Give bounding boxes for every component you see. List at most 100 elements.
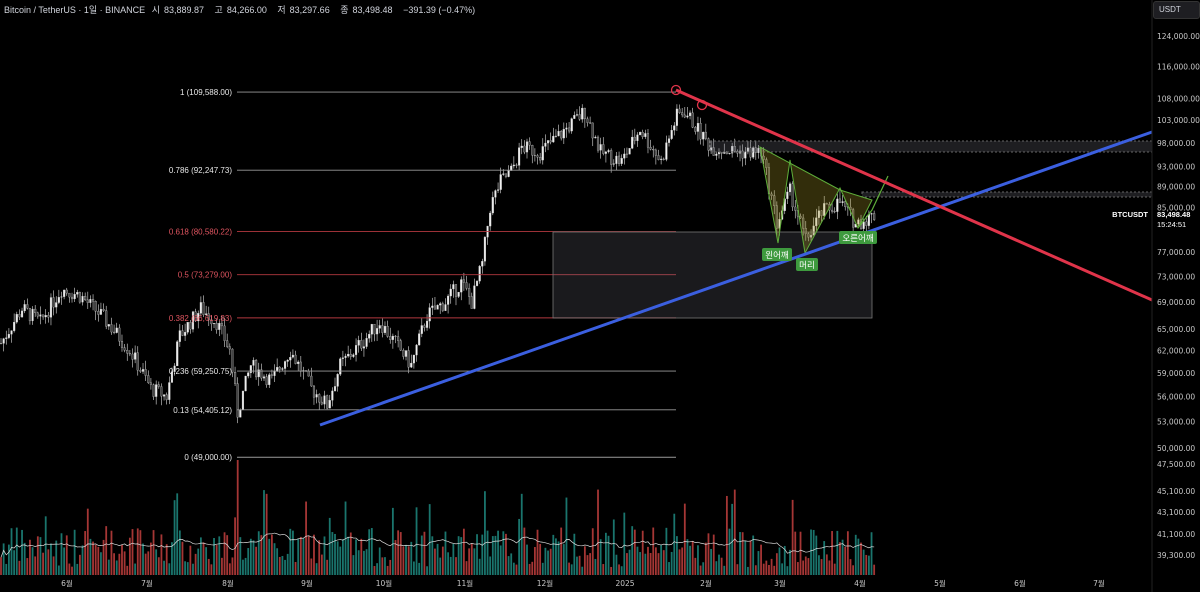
red-resistance-trendline[interactable]: [675, 88, 1153, 302]
fib-retracement[interactable]: 1 (109,588.00) 0.786 (92,247.73) 0.618 (80…: [169, 88, 676, 462]
candle-body: [633, 136, 636, 141]
candle-body: [462, 279, 465, 283]
candle-body: [339, 358, 342, 375]
volume-bar: [628, 549, 631, 575]
candle-body: [812, 225, 815, 236]
candle-body: [415, 344, 418, 356]
volume-bar: [557, 541, 560, 575]
volume-bar: [704, 542, 707, 575]
price-tick: 89,000.00: [1157, 182, 1195, 191]
candle-body: [202, 302, 205, 315]
candle-body: [84, 296, 87, 301]
candle-body: [702, 131, 705, 140]
blue-support-trendline[interactable]: [319, 130, 1153, 427]
volume-bar: [144, 553, 147, 575]
volume-bar: [718, 554, 720, 575]
volume-bar: [276, 548, 279, 575]
candle-body: [449, 288, 452, 297]
candle-body: [283, 361, 287, 369]
volume-bar: [199, 537, 202, 575]
volume-bar: [231, 557, 234, 575]
candle-body: [55, 302, 58, 308]
volume-bar: [52, 556, 55, 575]
candle-body: [270, 374, 273, 376]
candle-body: [870, 213, 873, 215]
volume-bar: [370, 528, 373, 575]
volume-bar: [10, 528, 13, 575]
candle-body: [820, 210, 823, 216]
demand-zone-box[interactable]: [552, 231, 873, 319]
volume-bar: [697, 545, 699, 575]
candle-body: [531, 145, 534, 156]
volume-bar: [720, 557, 723, 575]
svg-text:왼어깨: 왼어깨: [765, 250, 789, 260]
candle-body: [136, 352, 139, 371]
volume-bar: [802, 560, 805, 575]
volume-bar: [336, 541, 339, 575]
volume-bar: [426, 566, 428, 575]
volume-bar: [228, 563, 231, 575]
volume-bar: [242, 559, 244, 575]
volume-bar: [68, 563, 71, 575]
candle-body: [36, 312, 39, 317]
candle-body: [481, 261, 484, 267]
volume-bar: [420, 535, 423, 575]
time-axis[interactable]: 6월 7월 8월 9월 10월 11월 12월 2025 2월 3월 4월 5월 6월 7월: [61, 578, 1105, 588]
candle-body: [368, 334, 371, 339]
volume-bar: [733, 489, 736, 575]
symbol-title[interactable]: Bitcoin / TetherUS · 1일 · BINANCE: [4, 5, 146, 15]
volume-bar: [825, 554, 828, 575]
candle-body: [155, 384, 158, 397]
fib-level-label: 0.618 (80,580.22): [169, 228, 232, 237]
volume-bar: [447, 552, 449, 575]
candle-body: [52, 297, 55, 308]
candle-body: [78, 292, 81, 303]
candle-body: [76, 292, 79, 295]
volume-bar: [386, 565, 389, 575]
volume-bar: [192, 563, 194, 575]
volume-bar: [694, 557, 697, 575]
candle-body: [383, 326, 387, 333]
volume-bar: [13, 550, 16, 575]
price-axis[interactable]: 124,000.00 116,000.00 108,000.00 103,000.00…: [1157, 32, 1200, 560]
volume-bar: [115, 560, 118, 575]
volume-bar: [555, 538, 557, 575]
volume-bar: [284, 559, 286, 575]
price-tick: 103,000.00: [1157, 116, 1200, 125]
volume-bar: [26, 558, 29, 575]
volume-bar: [510, 553, 513, 575]
candle-body: [857, 219, 860, 225]
time-tick: 2월: [700, 578, 712, 588]
candle-body: [773, 195, 776, 206]
candle-body: [81, 296, 84, 303]
volume-bar: [478, 558, 481, 575]
volume-bar: [113, 553, 115, 575]
volume-bar: [460, 537, 463, 575]
volume-bar: [415, 507, 418, 575]
volume-bar: [234, 517, 236, 575]
candle-body: [691, 112, 694, 128]
pattern-projection[interactable]: [857, 175, 889, 229]
volume-bar: [568, 562, 570, 575]
price-tick: 53,000.00: [1157, 418, 1195, 427]
candle-body: [557, 131, 560, 137]
candle-body: [23, 304, 26, 312]
volume-bar: [34, 556, 37, 575]
candle-body: [539, 157, 542, 161]
volume-bar: [494, 535, 497, 575]
currency-button[interactable]: USDT: [1153, 1, 1200, 19]
candle-body: [223, 325, 226, 341]
resistance-zone-upper[interactable]: [709, 140, 1153, 153]
candle-body: [128, 352, 131, 355]
candle-body: [186, 322, 189, 333]
volume-bar: [457, 536, 460, 575]
candle-body: [689, 112, 692, 117]
symbol-header: Bitcoin / TetherUS · 1일 · BINANCE 시 83,88…: [4, 3, 479, 16]
candle-body: [97, 311, 100, 315]
volume-bar: [431, 536, 434, 575]
volume-bar: [644, 553, 647, 575]
candle-body: [831, 209, 834, 212]
volume-bar: [723, 565, 726, 575]
head-shoulders-pattern[interactable]: [759, 146, 873, 255]
